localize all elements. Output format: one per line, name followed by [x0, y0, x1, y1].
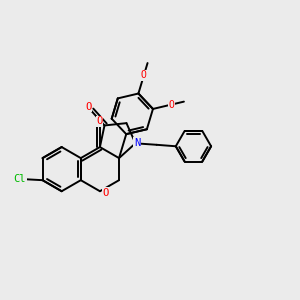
- Text: O: O: [141, 70, 147, 80]
- Text: O: O: [85, 102, 92, 112]
- Text: O: O: [102, 188, 108, 198]
- Text: O: O: [96, 116, 103, 126]
- Text: N: N: [134, 138, 140, 148]
- Text: O: O: [169, 100, 175, 110]
- Text: Cl: Cl: [14, 174, 26, 184]
